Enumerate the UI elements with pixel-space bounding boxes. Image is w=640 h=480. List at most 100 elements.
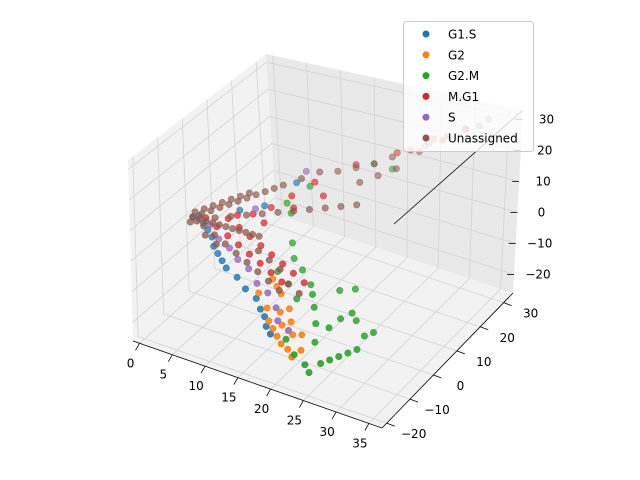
- data-point: [211, 231, 219, 239]
- z-gridline: [131, 170, 516, 293]
- z-tick-label: 30: [539, 112, 554, 126]
- data-point: [261, 313, 269, 321]
- data-point: [274, 208, 282, 216]
- data-point: [301, 361, 309, 369]
- data-point: [227, 212, 235, 220]
- data-point: [360, 332, 368, 340]
- x-gridline: [237, 77, 377, 378]
- data-point: [265, 317, 273, 325]
- data-point: [224, 232, 232, 240]
- data-point: [336, 286, 344, 294]
- data-point: [290, 351, 298, 359]
- data-point: [282, 335, 290, 343]
- data-point: [306, 182, 314, 190]
- y-tick: [386, 422, 395, 427]
- data-point: [245, 265, 253, 273]
- data-point: [290, 255, 298, 263]
- data-point: [218, 257, 226, 265]
- data-point: [243, 211, 251, 219]
- data-point: [311, 178, 319, 186]
- data-point: [356, 178, 364, 186]
- y-tick-label: −10: [424, 403, 449, 417]
- data-point: [351, 285, 359, 293]
- z-tick-label: 10: [535, 174, 550, 188]
- x-axis-line: [132, 340, 383, 429]
- data-point: [270, 184, 278, 192]
- data-point: [369, 328, 377, 336]
- data-point: [305, 368, 313, 376]
- data-point: [319, 192, 327, 200]
- data-point: [252, 191, 260, 199]
- data-point: [214, 250, 222, 258]
- data-point: [264, 277, 272, 285]
- data-point: [393, 149, 401, 157]
- x-gridline: [172, 62, 314, 355]
- data-point: [255, 289, 263, 297]
- data-point: [279, 181, 287, 189]
- data-point: [243, 258, 251, 266]
- data-point: [276, 265, 284, 273]
- x-tick: [266, 388, 271, 397]
- legend-marker: [422, 51, 430, 59]
- axes-grid: [128, 55, 523, 424]
- data-point: [235, 241, 243, 249]
- data-point: [276, 308, 284, 316]
- legend-marker: [422, 72, 430, 80]
- data-point: [370, 160, 378, 168]
- z-gridline: [132, 197, 515, 323]
- x-tick-label: 20: [254, 402, 269, 416]
- data-point: [308, 290, 316, 298]
- data-point: [252, 205, 260, 213]
- data-point: [267, 269, 275, 277]
- z-gridline: [130, 143, 518, 262]
- data-point: [317, 359, 325, 367]
- data-point: [284, 280, 292, 288]
- data-point: [298, 331, 306, 339]
- data-point: [325, 324, 333, 332]
- x-tick-label: 5: [159, 368, 167, 382]
- data-point: [249, 230, 257, 238]
- data-point: [267, 204, 275, 212]
- data-point: [274, 317, 282, 325]
- data-point: [312, 320, 320, 328]
- data-point: [226, 244, 234, 252]
- data-point: [337, 315, 345, 323]
- data-point: [277, 340, 285, 348]
- data-point: [335, 352, 343, 360]
- data-point: [352, 164, 360, 172]
- y-tick-label: −20: [401, 427, 426, 441]
- data-point: [321, 204, 329, 212]
- legend-label: G2: [448, 48, 465, 62]
- data-point: [307, 281, 315, 289]
- data-point: [242, 228, 250, 236]
- axes-ticks: 0 5 10 15 20 25 30 35 −20 −10 0 10 20 30 −20 −10 0 10 20 30: [127, 112, 554, 450]
- data-point: [261, 202, 269, 210]
- data-point: [221, 240, 229, 248]
- data-point: [233, 211, 241, 219]
- data-point: [256, 259, 264, 267]
- legend-frame: [403, 21, 534, 152]
- y-tick-label: 10: [476, 355, 491, 369]
- z-tick-label: −20: [525, 267, 550, 281]
- data-point: [278, 278, 286, 286]
- data-point: [201, 231, 209, 239]
- data-point: [255, 232, 263, 240]
- data-point: [289, 331, 297, 339]
- y-tick: [503, 302, 512, 307]
- x-tick: [167, 354, 173, 362]
- x-gridline: [335, 99, 477, 413]
- legend-label: M.G1: [448, 90, 479, 104]
- x-tick-label: 30: [319, 425, 334, 439]
- y-tick-label: 20: [500, 331, 515, 345]
- data-point: [285, 305, 293, 313]
- data-point: [348, 309, 356, 317]
- legend-marker: [422, 30, 430, 38]
- y-axis-line: [381, 292, 514, 429]
- data-point: [232, 249, 240, 257]
- data-point: [289, 269, 297, 277]
- data-point: [264, 289, 272, 297]
- data-point: [297, 346, 305, 354]
- data-point: [233, 273, 241, 281]
- x-tick: [364, 423, 370, 431]
- x-tick: [200, 365, 206, 374]
